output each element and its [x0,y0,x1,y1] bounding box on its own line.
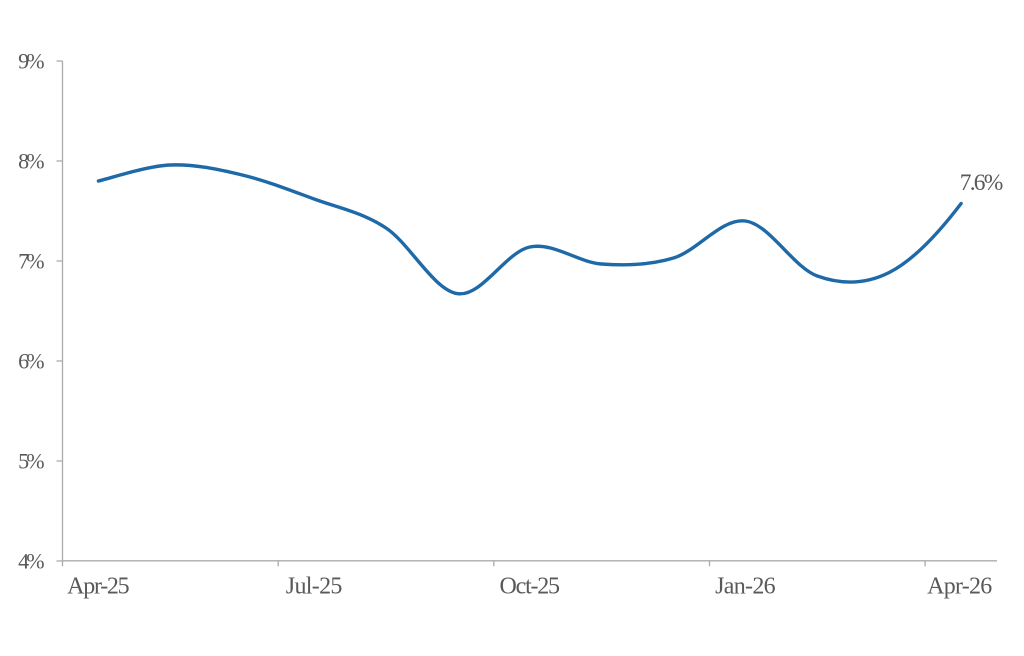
svg-text:Jan-26: Jan-26 [715,573,776,599]
svg-text:Oct-25: Oct-25 [500,573,561,599]
svg-text:Apr-25: Apr-25 [67,573,129,599]
svg-text:6%: 6% [18,349,45,374]
svg-text:4%: 4% [18,549,45,574]
svg-text:Apr-26: Apr-26 [927,573,992,599]
svg-text:Jul-25: Jul-25 [286,573,343,599]
svg-text:7%: 7% [18,249,45,274]
svg-text:7.6%: 7.6% [960,170,1004,196]
svg-text:8%: 8% [18,149,45,174]
svg-text:5%: 5% [18,449,45,474]
svg-text:9%: 9% [18,49,45,74]
